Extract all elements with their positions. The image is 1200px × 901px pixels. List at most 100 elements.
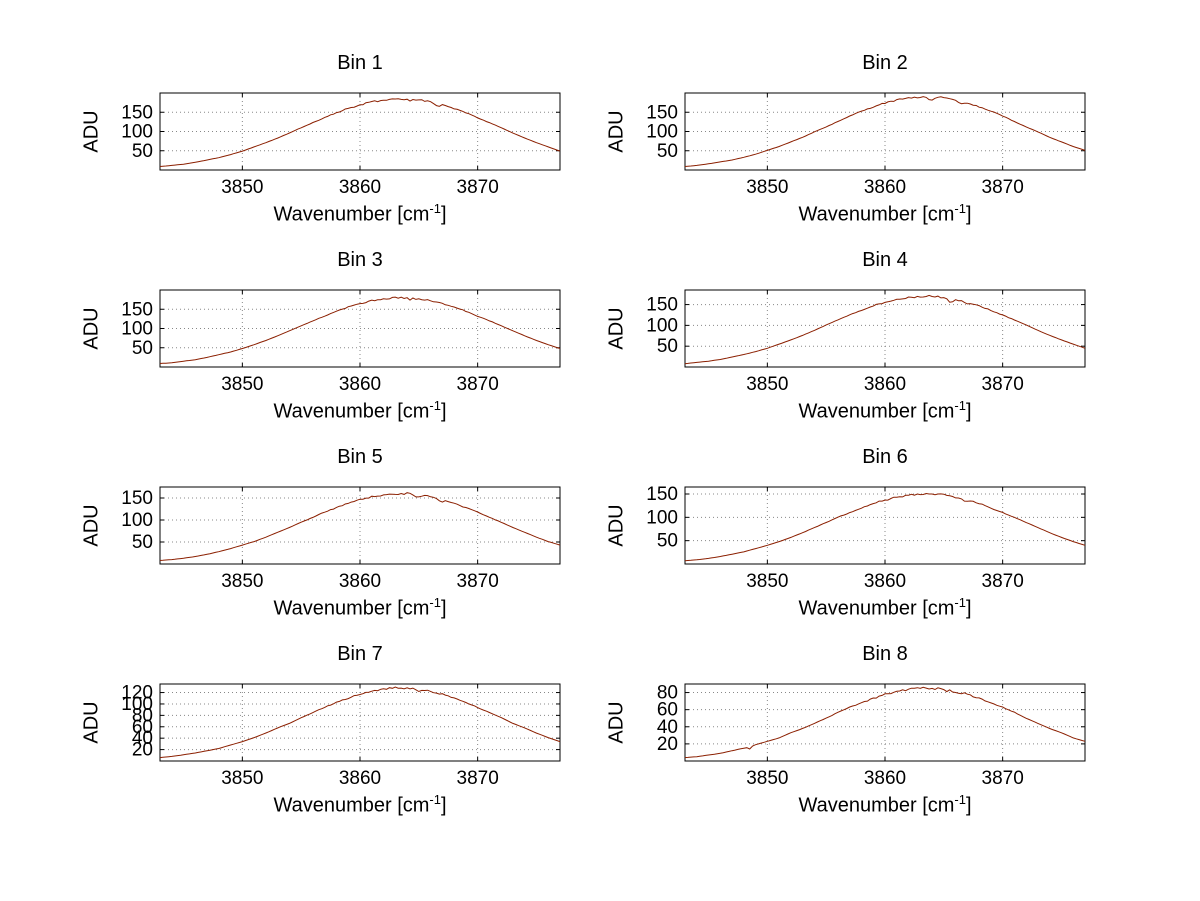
y-tick-label: 20 bbox=[657, 734, 678, 755]
y-tick-label: 100 bbox=[646, 122, 678, 143]
y-axis-label: ADU bbox=[80, 110, 103, 153]
subplot: 3850 3860 3870 50 100 150 Bin 1 ADU Wavenumbe… bbox=[40, 48, 590, 240]
y-tick-label: 100 bbox=[121, 694, 153, 715]
axis-box bbox=[684, 486, 1086, 565]
x-tick-label: 3850 bbox=[221, 177, 263, 198]
x-tick-label: 3850 bbox=[746, 177, 788, 198]
x-tick-label: 3850 bbox=[746, 571, 788, 592]
x-tick-label: 3850 bbox=[221, 768, 263, 789]
x-tick-label: 3870 bbox=[457, 374, 499, 395]
x-axis-label-superscript: -1 bbox=[429, 792, 441, 807]
spectrum-line bbox=[684, 294, 1086, 365]
x-axis-label-superscript: -1 bbox=[954, 595, 966, 610]
x-axis-label-tail: ] bbox=[965, 794, 972, 817]
x-axis-label: Wavenumber [cm-1] bbox=[685, 595, 1085, 621]
x-tick-label: 3860 bbox=[864, 374, 906, 395]
x-axis-label-superscript: -1 bbox=[954, 201, 966, 216]
x-axis-label-main: Wavenumber [cm bbox=[798, 794, 955, 817]
subplot-title: Bin 1 bbox=[337, 52, 383, 74]
y-tick-label: 80 bbox=[132, 705, 153, 726]
x-tick-label: 3850 bbox=[221, 571, 263, 592]
y-tick-label: 100 bbox=[121, 122, 153, 143]
y-axis-label-wrap: ADU bbox=[78, 684, 106, 761]
y-axis-label-wrap: ADU bbox=[603, 290, 631, 367]
x-axis-label-superscript: -1 bbox=[954, 398, 966, 413]
y-tick-label: 50 bbox=[657, 531, 678, 552]
subplot-title: Bin 2 bbox=[862, 52, 908, 74]
subplot-title: Bin 6 bbox=[862, 446, 908, 468]
x-axis-label: Wavenumber [cm-1] bbox=[685, 201, 1085, 227]
x-tick-label: 3860 bbox=[339, 374, 381, 395]
y-tick-label: 150 bbox=[121, 299, 153, 320]
y-axis-label-wrap: ADU bbox=[78, 93, 106, 170]
y-axis-label-wrap: ADU bbox=[603, 93, 631, 170]
x-axis-label-superscript: -1 bbox=[429, 595, 441, 610]
y-tick-label: 20 bbox=[132, 740, 153, 761]
y-tick-label: 40 bbox=[132, 728, 153, 749]
y-axis-label: ADU bbox=[605, 110, 628, 153]
x-tick-label: 3870 bbox=[982, 374, 1024, 395]
x-axis-label: Wavenumber [cm-1] bbox=[685, 398, 1085, 424]
y-tick-label: 50 bbox=[657, 141, 678, 162]
subplot-title: Bin 4 bbox=[862, 249, 908, 271]
y-tick-label: 150 bbox=[121, 102, 153, 123]
y-tick-label: 150 bbox=[121, 488, 153, 509]
y-tick-label: 50 bbox=[132, 141, 153, 162]
axis-box bbox=[684, 683, 1086, 762]
x-axis-label-main: Wavenumber [cm bbox=[798, 400, 955, 423]
y-axis-label-wrap: ADU bbox=[78, 290, 106, 367]
x-tick-label: 3860 bbox=[864, 177, 906, 198]
subplot: 3850 3860 3870 50 100 150 Bin 5 ADU Wavenumbe… bbox=[40, 442, 590, 634]
subplot: 3850 3860 3870 20 40 60 80 Bin 8 ADU Wavenumbe… bbox=[565, 639, 1115, 831]
x-tick-label: 3870 bbox=[457, 571, 499, 592]
x-axis-label-main: Wavenumber [cm bbox=[273, 400, 430, 423]
x-axis-label-tail: ] bbox=[440, 794, 447, 817]
y-tick-label: 80 bbox=[657, 683, 678, 704]
x-tick-label: 3860 bbox=[864, 571, 906, 592]
y-axis-label: ADU bbox=[80, 701, 103, 744]
y-tick-label: 60 bbox=[132, 717, 153, 738]
x-tick-label: 3860 bbox=[339, 571, 381, 592]
x-axis-label: Wavenumber [cm-1] bbox=[160, 201, 560, 227]
x-axis-label: Wavenumber [cm-1] bbox=[160, 792, 560, 818]
x-tick-label: 3850 bbox=[746, 374, 788, 395]
y-tick-label: 150 bbox=[646, 102, 678, 123]
x-axis-label-superscript: -1 bbox=[429, 201, 441, 216]
y-axis-label-wrap: ADU bbox=[603, 684, 631, 761]
subplot-title: Bin 7 bbox=[337, 643, 383, 665]
y-axis-label: ADU bbox=[80, 307, 103, 350]
x-tick-label: 3850 bbox=[746, 768, 788, 789]
y-tick-label: 150 bbox=[646, 295, 678, 316]
x-axis-label-main: Wavenumber [cm bbox=[273, 203, 430, 226]
x-axis-label-tail: ] bbox=[440, 203, 447, 226]
x-axis-label: Wavenumber [cm-1] bbox=[685, 792, 1085, 818]
subplot-title: Bin 8 bbox=[862, 643, 908, 665]
y-tick-label: 50 bbox=[657, 336, 678, 357]
y-tick-label: 40 bbox=[657, 717, 678, 738]
x-axis-label-tail: ] bbox=[965, 203, 972, 226]
x-axis-label-main: Wavenumber [cm bbox=[273, 794, 430, 817]
x-tick-label: 3870 bbox=[982, 571, 1024, 592]
subplot-title: Bin 5 bbox=[337, 446, 383, 468]
subplot: 3850 3860 3870 50 100 150 Bin 6 ADU Wavenumbe… bbox=[565, 442, 1115, 634]
spectrum-line bbox=[684, 492, 1086, 562]
y-axis-label: ADU bbox=[605, 504, 628, 547]
x-axis-label: Wavenumber [cm-1] bbox=[160, 595, 560, 621]
subplot: 3850 3860 3870 50 100 150 Bin 3 ADU Wavenumbe… bbox=[40, 245, 590, 437]
x-axis-label-main: Wavenumber [cm bbox=[798, 203, 955, 226]
x-axis-label-superscript: -1 bbox=[954, 792, 966, 807]
x-axis-label-superscript: -1 bbox=[429, 398, 441, 413]
spectrum-line bbox=[684, 686, 1086, 759]
y-tick-label: 100 bbox=[121, 510, 153, 531]
x-axis-label-tail: ] bbox=[440, 597, 447, 620]
spectrum-line bbox=[159, 492, 561, 561]
